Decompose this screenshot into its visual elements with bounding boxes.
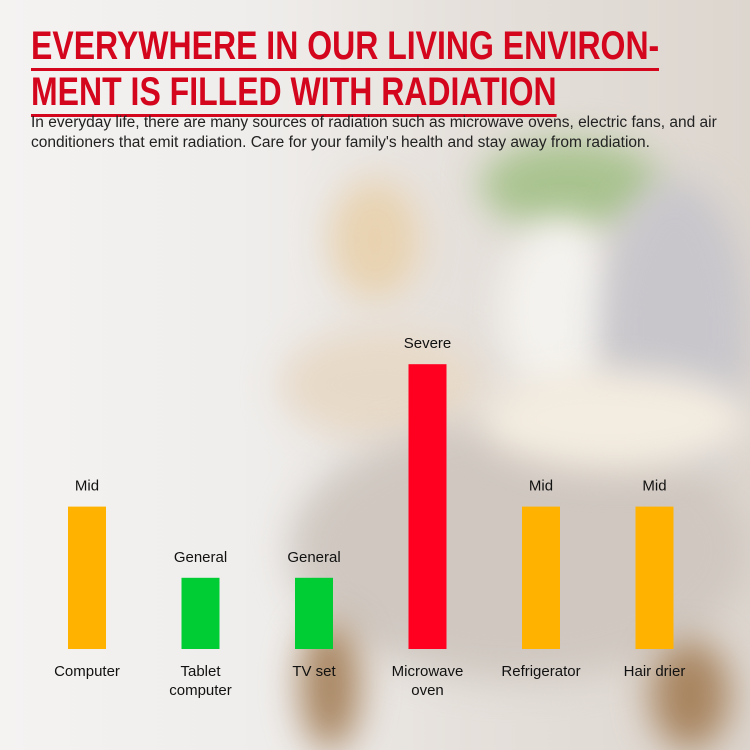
value-label: Mid bbox=[529, 478, 553, 495]
value-label: Mid bbox=[75, 478, 99, 495]
bar-1 bbox=[181, 577, 220, 649]
category-label: TV set bbox=[292, 663, 336, 680]
headline: EVERYWHERE IN OUR LIVING ENVIRON- MENT I… bbox=[31, 26, 750, 118]
value-label: General bbox=[174, 549, 227, 566]
category-label: computer bbox=[169, 682, 232, 699]
headline-line-1: EVERYWHERE IN OUR LIVING ENVIRON- bbox=[31, 26, 660, 71]
value-label: Mid bbox=[642, 478, 666, 495]
category-label: Computer bbox=[54, 663, 120, 680]
bar-5 bbox=[635, 506, 674, 649]
bar-3 bbox=[408, 364, 447, 649]
bar-0 bbox=[68, 506, 106, 649]
value-label: General bbox=[287, 549, 340, 566]
category-label: oven bbox=[411, 682, 444, 699]
bar-2 bbox=[295, 577, 333, 649]
category-label: Refrigerator bbox=[501, 663, 580, 680]
bar-4 bbox=[522, 506, 560, 649]
category-label: Hair drier bbox=[624, 663, 686, 680]
category-label: Tablet bbox=[180, 663, 221, 680]
description: In everyday life, there are many sources… bbox=[31, 114, 717, 151]
headline-line-2: MENT IS FILLED WITH RADIATION bbox=[31, 72, 557, 117]
category-label: Microwave bbox=[392, 663, 464, 680]
value-label: Severe bbox=[404, 335, 452, 352]
